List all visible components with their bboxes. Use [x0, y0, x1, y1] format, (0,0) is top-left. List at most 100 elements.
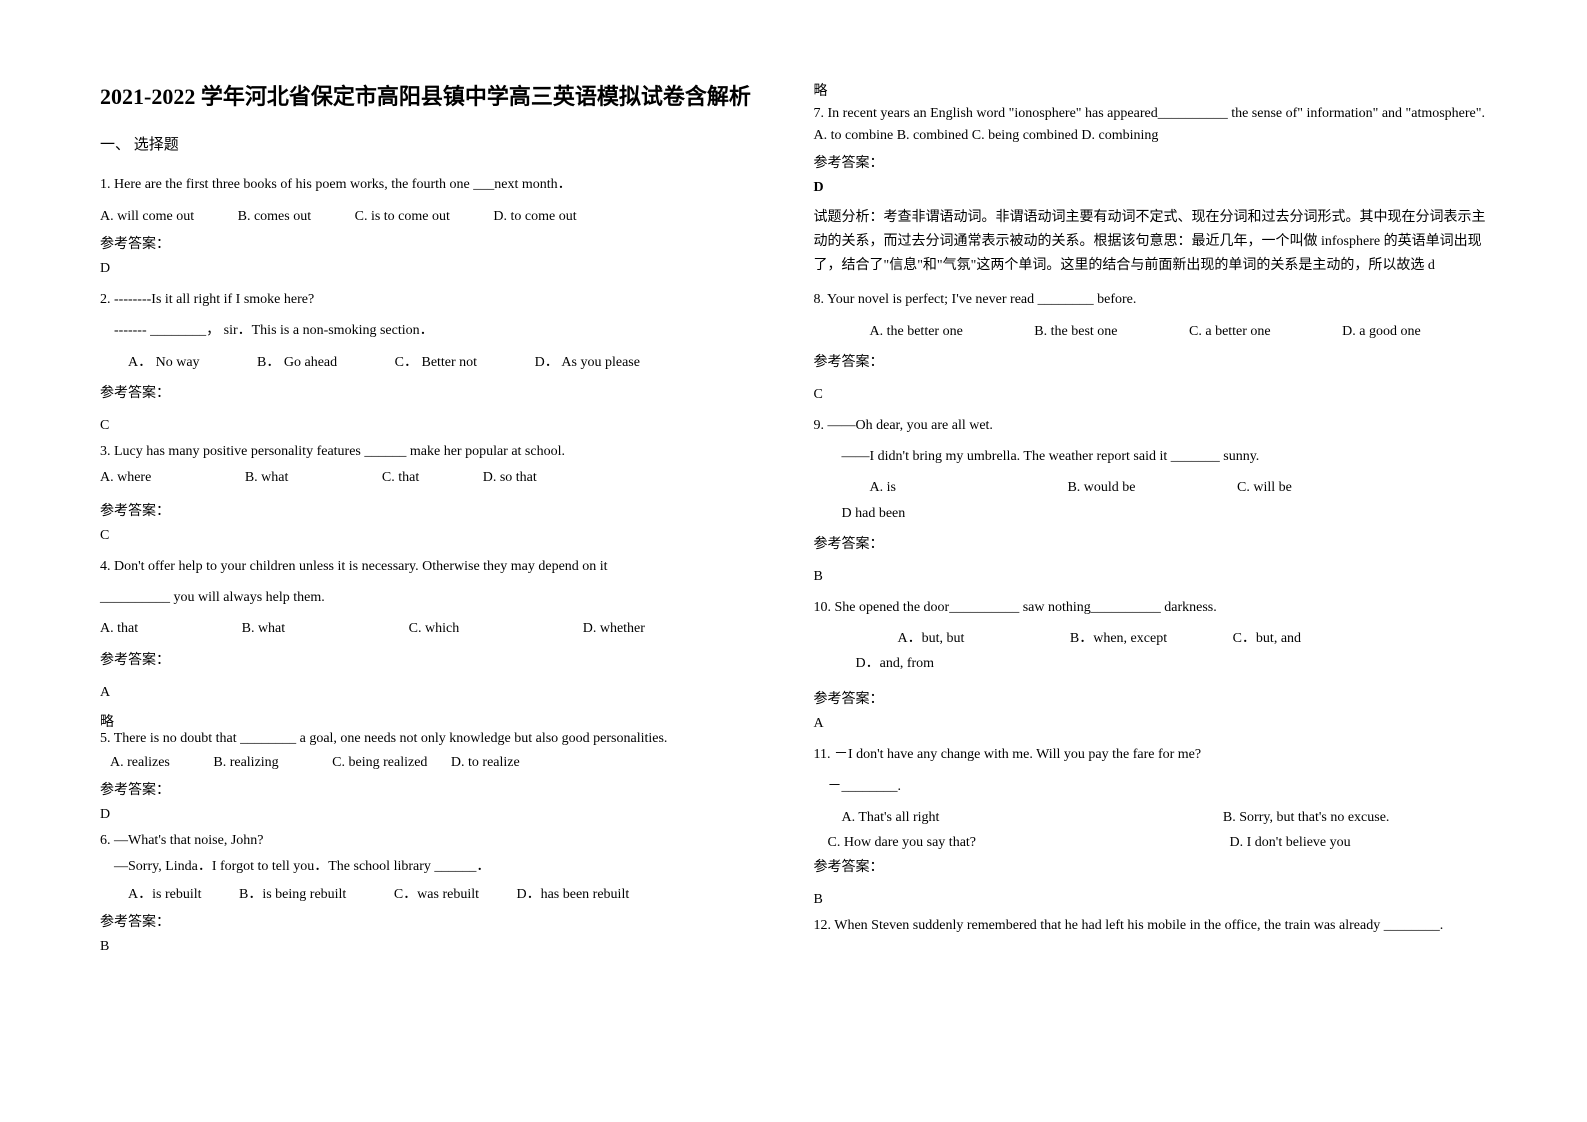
q4-lue: 略	[100, 711, 774, 731]
question-8: 8. Your novel is perfect; I've never rea…	[814, 287, 1488, 375]
q1-text: 1. Here are the first three books of his…	[100, 172, 774, 197]
q8-optB: B. the best one	[1006, 319, 1117, 344]
q9-optB: B. would be	[1039, 475, 1135, 500]
q11-optB: B. Sorry, but that's no excuse.	[1223, 805, 1389, 830]
question-9: 9. ——Oh dear, you are all wet. ——I didn'…	[814, 413, 1488, 557]
q6-answer: B	[100, 939, 774, 955]
q4-line1: 4. Don't offer help to your children unl…	[100, 554, 774, 579]
q10-optC: C．but, and	[1191, 626, 1301, 651]
q6-optA: A．is rebuilt	[114, 883, 202, 903]
q6-optD: D．has been rebuilt	[502, 883, 629, 903]
q12-text: 12. When Steven suddenly remembered that…	[814, 918, 1488, 934]
q1-answer-label: 参考答案：	[100, 233, 774, 253]
q5-options: A. realizes B. realizing C. being realiz…	[100, 755, 774, 771]
q5-text: 5. There is no doubt that ________ a goa…	[100, 731, 774, 747]
q6-line1: 6. —What's that noise, John?	[100, 833, 774, 849]
exam-page: 2021-2022 学年河北省保定市高阳县镇中学高三英语模拟试卷含解析 一、 选…	[0, 0, 1587, 1122]
q5-optD: D. to realize	[451, 755, 520, 771]
q1-optD: D. to come out	[493, 209, 576, 225]
q4-line2: __________ you will always help them.	[100, 585, 774, 610]
q10-optA: A．but, but	[856, 626, 965, 651]
q11-optC: C. How dare you say that?	[828, 830, 977, 855]
q11-optA: A. That's all right	[842, 805, 940, 830]
q2-optB: B． Go ahead	[243, 350, 337, 375]
q2-optC: C． Better not	[381, 350, 477, 375]
q4-options: A. that B. what C. which D. whether	[100, 616, 774, 641]
q7-answer-label: 参考答案：	[814, 152, 1488, 172]
q9-optC: C. will be	[1209, 475, 1292, 500]
q2-options: A． No way B． Go ahead C． Better not D． A…	[100, 350, 774, 375]
q5-answer: D	[100, 807, 774, 823]
q3-optB: B. what	[245, 470, 289, 486]
q4-answer-label: 参考答案：	[100, 648, 774, 673]
q3-optD: D. so that	[483, 470, 537, 486]
q5-optB: B. realizing	[213, 755, 278, 771]
question-1: 1. Here are the first three books of his…	[100, 172, 774, 197]
q9-optD: D had been	[814, 501, 906, 526]
q8-optC: C. a better one	[1161, 319, 1271, 344]
q6-optB: B．is being rebuilt	[225, 883, 346, 903]
q8-answer: C	[814, 387, 1488, 403]
q8-options: A. the better one B. the best one C. a b…	[814, 319, 1488, 344]
q4-optD: D. whether	[583, 616, 645, 641]
q10-answer: A	[814, 716, 1488, 732]
q6-answer-label: 参考答案：	[100, 911, 774, 931]
q8-answer-label: 参考答案：	[814, 350, 1488, 375]
q3-optC: C. that	[382, 470, 419, 486]
q6-line2: —Sorry, Linda．I forgot to tell you．The s…	[100, 855, 774, 875]
q2-optD: D． As you please	[521, 350, 640, 375]
q10-options: A．but, but B．when, except C．but, and D．a…	[814, 626, 1488, 676]
q9-answer-label: 参考答案：	[814, 532, 1488, 557]
q1-options: A. will come out B. comes out C. is to c…	[100, 209, 774, 225]
q3-options: A. where B. what C. that D. so that	[100, 470, 774, 486]
q5-optA: A. realizes	[110, 755, 170, 771]
q3-text: 3. Lucy has many positive personality fe…	[100, 444, 774, 460]
question-11: 11. －I don't have any change with me. Wi…	[814, 742, 1488, 880]
q3-optA: A. where	[100, 470, 151, 486]
q1-optB: B. comes out	[238, 209, 312, 225]
q6-lue: 略	[814, 80, 1488, 100]
q1-answer: D	[100, 261, 774, 277]
page-title: 2021-2022 学年河北省保定市高阳县镇中学高三英语模拟试卷含解析	[100, 80, 774, 113]
q11-line1: 11. －I don't have any change with me. Wi…	[814, 742, 1488, 767]
q7-options: A. to combine B. combined C. being combi…	[814, 128, 1488, 144]
q10-text: 10. She opened the door__________ saw no…	[814, 595, 1488, 620]
q6-optC: C．was rebuilt	[380, 883, 479, 903]
q2-line1: 2. --------Is it all right if I smoke he…	[100, 287, 774, 312]
q10-answer-label: 参考答案：	[814, 688, 1488, 708]
q9-answer: B	[814, 569, 1488, 585]
q9-line2: ——I didn't bring my umbrella. The weathe…	[814, 444, 1488, 469]
q8-optD: D. a good one	[1314, 319, 1421, 344]
q4-answer: A	[100, 685, 774, 701]
q5-optC: C. being realized	[332, 755, 427, 771]
q7-analysis: 试题分析：考查非谓语动词。非谓语动词主要有动词不定式、现在分词和过去分词形式。其…	[814, 206, 1488, 277]
q2-answer: C	[100, 418, 774, 434]
section-header: 一、 选择题	[100, 133, 774, 154]
q11-options-row1: A. That's all right B. Sorry, but that's…	[814, 805, 1488, 830]
q4-optA: A. that	[100, 616, 138, 641]
q8-optA: A. the better one	[842, 319, 963, 344]
q3-answer-label: 参考答案：	[100, 500, 774, 520]
q7-answer: D	[814, 180, 1488, 196]
q11-line2: －________.	[814, 774, 1488, 799]
q4-optB: B. what	[242, 616, 286, 641]
question-2: 2. --------Is it all right if I smoke he…	[100, 287, 774, 406]
q2-optA: A． No way	[114, 350, 200, 375]
q1-optA: A. will come out	[100, 209, 194, 225]
q1-optC: C. is to come out	[355, 209, 450, 225]
q5-answer-label: 参考答案：	[100, 779, 774, 799]
q9-options: A. is B. would be C. will be D had been	[814, 475, 1488, 525]
q10-optD: D．and, from	[814, 651, 935, 676]
q3-answer: C	[100, 528, 774, 544]
q11-optD: D. I don't believe you	[1230, 830, 1351, 855]
q7-text: 7. In recent years an English word "iono…	[814, 106, 1488, 122]
q11-options-row2: C. How dare you say that? D. I don't bel…	[814, 830, 1488, 855]
question-10: 10. She opened the door__________ saw no…	[814, 595, 1488, 677]
q6-options: A．is rebuilt B．is being rebuilt C．was re…	[100, 883, 774, 903]
q10-optB: B．when, except	[1028, 626, 1167, 651]
q9-line1: 9. ——Oh dear, you are all wet.	[814, 413, 1488, 438]
q9-optA: A. is	[842, 475, 896, 500]
question-4: 4. Don't offer help to your children unl…	[100, 554, 774, 673]
q8-text: 8. Your novel is perfect; I've never rea…	[814, 287, 1488, 312]
q2-line2: ------- ________， sir．This is a non-smok…	[100, 318, 774, 343]
